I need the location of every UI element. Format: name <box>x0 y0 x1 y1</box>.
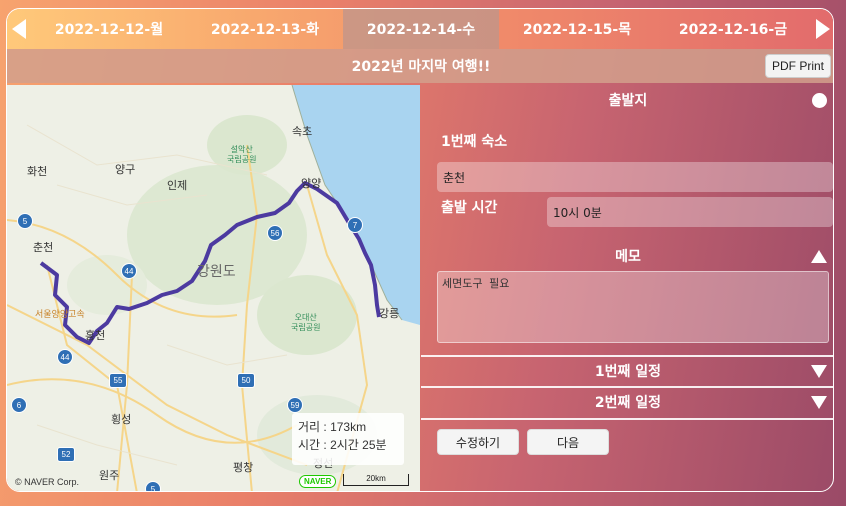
departure-header-label: 출발지 <box>608 93 648 109</box>
highway-shield-icon: 55 <box>109 373 127 388</box>
route-line <box>39 181 381 345</box>
map-scale: 20km <box>343 474 409 486</box>
naver-logo: NAVER <box>299 475 337 488</box>
itinerary-panel: 출발지 1번째 숙소 춘천 출발 시간 10시 0분 메모 세면도구 필요 1번… <box>421 85 833 491</box>
place-label: 강원도 <box>197 263 236 279</box>
route-info-box: 거리 : 173km 시간 : 2시간 25분 <box>292 413 404 465</box>
route-map[interactable]: 속초 화천 양구 인제 양양 강원도 춘천 강릉 홍천 횡성 원주 평창 정선 … <box>7 85 420 491</box>
lodging-label: 1번째 숙소 <box>441 134 508 150</box>
expand-arrow-icon[interactable] <box>811 396 827 409</box>
highway-label: 서울양양고속 <box>35 309 85 319</box>
next-button[interactable]: 다음 <box>527 429 609 455</box>
place-label: 춘천 <box>33 242 54 254</box>
date-tab-active[interactable]: 2022-12-14-수 <box>343 9 499 49</box>
divider <box>421 355 833 357</box>
schedule-2-label: 2번째 일정 <box>594 395 662 411</box>
trip-title-bar: 2022년 마지막 여행!! PDF Print <box>7 49 833 83</box>
route-shield-icon: 6 <box>11 397 27 413</box>
next-date-arrow-icon[interactable] <box>811 9 833 49</box>
place-label: 홍천 <box>85 330 106 342</box>
route-shield-icon: 44 <box>57 349 73 365</box>
place-label: 양구 <box>115 164 136 176</box>
place-label: 양양 <box>301 178 322 190</box>
highway-shield-icon: 52 <box>57 447 75 462</box>
route-shield-icon: 44 <box>121 263 137 279</box>
prev-date-arrow-icon[interactable] <box>7 9 31 49</box>
route-shield-icon: 5 <box>145 481 161 491</box>
date-navigation: 2022-12-12-월 2022-12-13-화 2022-12-14-수 2… <box>7 9 833 49</box>
date-tab[interactable]: 2022-12-12-월 <box>54 22 164 38</box>
schedule-1-header[interactable]: 1번째 일정 <box>421 356 833 386</box>
route-shield-icon: 7 <box>347 217 363 233</box>
edit-button[interactable]: 수정하기 <box>437 429 519 455</box>
departure-time-field[interactable]: 10시 0분 <box>547 197 833 227</box>
place-label: 속초 <box>292 126 313 138</box>
pdf-print-button[interactable]: PDF Print <box>764 54 831 78</box>
duration-text: 시간 : 2시간 25분 <box>298 438 387 452</box>
divider <box>421 418 833 420</box>
highway-shield-icon: 50 <box>237 373 255 388</box>
departure-section-header[interactable]: 출발지 <box>421 85 833 115</box>
schedule-2-header[interactable]: 2번째 일정 <box>421 387 833 417</box>
place-label: 화천 <box>27 166 48 178</box>
map-canvas <box>7 85 420 491</box>
distance-text: 거리 : 173km <box>298 420 367 434</box>
place-label: 원주 <box>99 470 120 482</box>
park-label: 오대산 국립공원 <box>291 313 321 332</box>
place-label: 평창 <box>233 462 254 474</box>
app-frame: 2022-12-12-월 2022-12-13-화 2022-12-14-수 2… <box>6 8 834 492</box>
place-label: 강릉 <box>379 308 400 320</box>
place-label: 인제 <box>167 180 188 192</box>
date-tab[interactable]: 2022-12-13-화 <box>210 22 320 38</box>
trip-title: 2022년 마지막 여행!! <box>351 59 491 75</box>
circle-icon[interactable] <box>812 93 827 108</box>
memo-section-header[interactable]: 메모 <box>421 241 833 271</box>
map-copyright: © NAVER Corp. <box>15 477 79 487</box>
route-shield-icon: 59 <box>287 397 303 413</box>
expand-arrow-icon[interactable] <box>811 365 827 378</box>
route-shield-icon: 56 <box>267 225 283 241</box>
route-shield-icon: 5 <box>17 213 33 229</box>
date-tab[interactable]: 2022-12-15-목 <box>522 22 632 38</box>
departure-time-label: 출발 시간 <box>441 200 498 216</box>
memo-header-label: 메모 <box>615 249 641 265</box>
lodging-field[interactable]: 춘천 <box>437 162 833 192</box>
place-label: 횡성 <box>111 414 132 426</box>
collapse-arrow-icon[interactable] <box>811 250 827 263</box>
memo-textarea[interactable]: 세면도구 필요 <box>437 271 829 343</box>
park-label: 설악산 국립공원 <box>227 145 257 164</box>
divider <box>421 386 833 388</box>
schedule-1-label: 1번째 일정 <box>594 364 662 380</box>
date-tab[interactable]: 2022-12-16-금 <box>678 22 788 38</box>
